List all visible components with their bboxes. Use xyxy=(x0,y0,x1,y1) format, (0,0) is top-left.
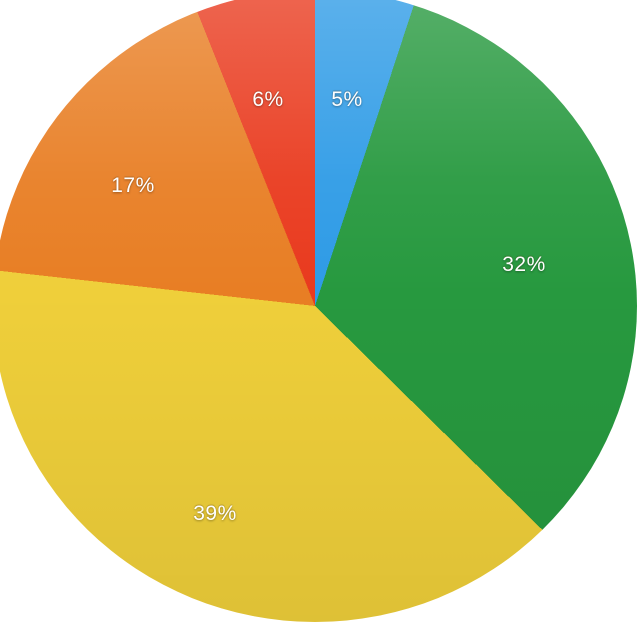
slice-label-orange: 17% xyxy=(111,174,155,197)
slice-label-blue: 5% xyxy=(331,88,363,111)
slice-label-green: 32% xyxy=(502,253,546,276)
pie-graphic xyxy=(0,0,637,622)
slice-label-red: 6% xyxy=(252,88,284,111)
slice-label-yellow: 39% xyxy=(193,502,237,525)
